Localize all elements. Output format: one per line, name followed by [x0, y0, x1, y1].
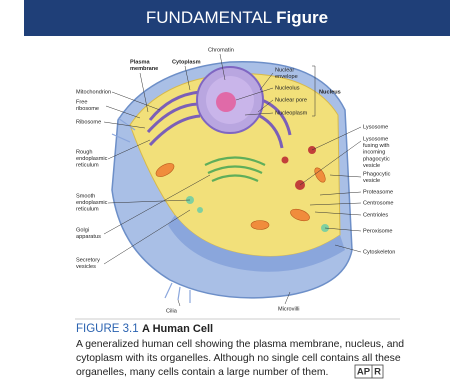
label-line: Mitochondrion — [76, 89, 111, 95]
label-line: Proteasome — [363, 189, 393, 195]
label-line: Free — [76, 99, 88, 105]
label-line: apparatus — [76, 234, 101, 240]
label-line: reticulum — [76, 163, 99, 169]
label-line: ribosome — [76, 106, 99, 112]
label-line: Microvilli — [278, 306, 299, 312]
label-line: Cytoskeleton — [363, 249, 395, 255]
label-line: fusing with — [363, 143, 389, 149]
header-title-bold: Figure — [276, 8, 328, 27]
caption-title: A Human Cell — [142, 323, 213, 335]
leader-lines — [103, 53, 362, 307]
label-line: phagocytic — [363, 156, 390, 162]
label-line: reticulum — [76, 207, 99, 213]
caption-line: A generalized human cell showing the pla… — [76, 339, 404, 350]
label-line: Cilia — [166, 308, 178, 314]
label-line: Peroxisome — [363, 228, 393, 234]
label-line: Ribosome — [76, 119, 101, 125]
label-line: Cytoplasm — [172, 59, 201, 65]
label-line: Lysosome — [363, 124, 388, 130]
apr-badge: AP R — [354, 364, 384, 379]
label-line: incoming — [363, 150, 385, 156]
label-line: vesicles — [76, 264, 96, 270]
label-line: Nucleoplasm — [275, 110, 308, 116]
label-line: Centrosome — [363, 200, 393, 206]
label-line: Nucleus — [319, 89, 341, 95]
badge-text: AP — [357, 367, 371, 378]
label-line: Lysosome — [363, 136, 388, 142]
label-line: Rough — [76, 149, 92, 155]
label-line: Chromatin — [208, 47, 234, 53]
header-title: FUNDAMENTAL Figure — [146, 8, 328, 27]
header-bar — [24, 0, 450, 36]
label-line: vesicle — [363, 163, 380, 169]
label-line: Smooth — [76, 193, 95, 199]
label-line: Nucleolus — [275, 85, 300, 91]
label-group: PlasmamembraneCytoplasmChromatinNucleare… — [76, 47, 395, 314]
label-line: Centrioles — [363, 212, 388, 218]
label-line: endoplasmic — [76, 156, 108, 162]
badge-text: R — [374, 367, 381, 378]
label-line: Secretory — [76, 257, 100, 263]
label-line: Plasma — [130, 59, 150, 65]
label-line: endoplasmic — [76, 200, 108, 206]
label-line: envelope — [275, 74, 298, 80]
label-line: Nuclear — [275, 67, 294, 73]
header-title-main: FUNDAMENTAL — [146, 8, 272, 27]
caption-line: organelles, many cells contain a large n… — [76, 367, 328, 378]
caption-number: FIGURE 3.1 — [76, 323, 139, 335]
label-line: Phagocytic — [363, 171, 391, 177]
cell-illustration — [111, 60, 353, 303]
caption-line: cytoplasm with its organelles. Although … — [76, 353, 401, 364]
label-line: Nuclear pore — [275, 97, 307, 103]
label-line: Golgi — [76, 227, 89, 233]
label-line: membrane — [130, 66, 158, 72]
label-line: vesicle — [363, 178, 380, 184]
